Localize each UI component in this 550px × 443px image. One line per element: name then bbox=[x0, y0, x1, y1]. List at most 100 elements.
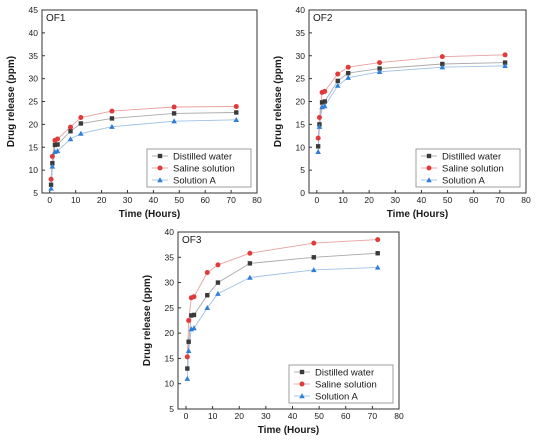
y-tick-label: 40 bbox=[296, 5, 306, 15]
data-point-0-2 bbox=[319, 100, 325, 105]
y-tick-label: 40 bbox=[29, 28, 39, 38]
data-point-0-2 bbox=[189, 313, 194, 318]
y-tick-label: 20 bbox=[165, 328, 175, 338]
y-tick-label: 30 bbox=[29, 74, 39, 84]
x-axis-title: Time (Hours) bbox=[258, 425, 320, 436]
legend-marker-circle bbox=[157, 165, 163, 171]
x-axis-title: Time (Hours) bbox=[119, 209, 181, 220]
y-axis-title: Drug release (ppm) bbox=[142, 275, 153, 366]
panel-of1: 0 10 20 30 40 50 60 70 80 5 10 15 20 25 30 35 40 45 Time (… bbox=[6, 5, 262, 220]
x-tick-label: 20 bbox=[97, 195, 107, 205]
data-point-1-3 bbox=[55, 136, 61, 142]
x-tick-label: 70 bbox=[226, 195, 236, 205]
data-point-2-1 bbox=[185, 348, 192, 354]
legend-entry: Distilled water bbox=[173, 151, 232, 162]
data-point-2-6 bbox=[376, 68, 383, 74]
data-point-2-3 bbox=[321, 103, 328, 109]
y-tick-label: 15 bbox=[296, 119, 306, 129]
data-point-2-0 bbox=[315, 149, 321, 155]
legend-marker-square bbox=[157, 153, 163, 159]
x-tick-label: 70 bbox=[495, 195, 505, 205]
legend-entry: Distilled water bbox=[442, 151, 501, 162]
data-point-0-8 bbox=[375, 251, 380, 256]
data-point-0-7 bbox=[171, 111, 177, 116]
x-tick-label: 80 bbox=[252, 195, 262, 205]
x-tick-label: 80 bbox=[521, 195, 531, 205]
data-point-0-6 bbox=[247, 261, 253, 266]
y-tick-label: 5 bbox=[33, 188, 38, 198]
data-point-1-0 bbox=[315, 135, 321, 141]
data-point-0-1 bbox=[50, 161, 55, 166]
panel-label: OF1 bbox=[46, 13, 66, 24]
x-tick-label: 50 bbox=[443, 195, 453, 205]
x-tick-label: 60 bbox=[341, 411, 351, 421]
data-point-2-3 bbox=[54, 148, 61, 154]
data-point-1-4 bbox=[67, 124, 73, 130]
x-tick-label: 50 bbox=[175, 195, 185, 205]
y-tick-label: 20 bbox=[29, 119, 39, 129]
data-point-2-1 bbox=[49, 163, 56, 169]
x-tick-label: 80 bbox=[394, 411, 404, 421]
x-tick-label: 0 bbox=[314, 195, 319, 205]
x-tick-label: 50 bbox=[314, 411, 324, 421]
legend-marker-circle bbox=[426, 165, 432, 171]
data-point-0-4 bbox=[68, 129, 73, 134]
legend-marker-square bbox=[426, 153, 432, 159]
data-point-2-4 bbox=[204, 305, 211, 311]
legend-entry: Saline solution bbox=[315, 379, 377, 390]
data-point-0-0 bbox=[315, 144, 321, 149]
data-point-0-1 bbox=[186, 339, 191, 344]
y-tick-label: 10 bbox=[296, 142, 306, 152]
data-point-0-2 bbox=[52, 142, 58, 148]
x-tick-label: 70 bbox=[368, 411, 378, 421]
data-point-1-3 bbox=[191, 294, 197, 300]
x-tick-label: 20 bbox=[235, 411, 245, 421]
data-point-0-3 bbox=[55, 142, 60, 147]
x-tick-label: 10 bbox=[208, 411, 218, 421]
panel-label: OF2 bbox=[313, 13, 333, 24]
y-tick-label: 40 bbox=[165, 227, 175, 237]
panel-of2: 0 10 20 30 40 50 60 70 80 0 5 10 15 20 25 30 35 40 Time (H… bbox=[273, 5, 531, 220]
x-tick-label: 40 bbox=[149, 195, 159, 205]
data-point-2-0 bbox=[184, 375, 191, 381]
x-tick-label: 20 bbox=[364, 195, 374, 205]
data-point-1-7 bbox=[311, 240, 317, 246]
data-point-2-0 bbox=[48, 185, 54, 191]
plot-frame bbox=[177, 231, 400, 410]
y-tick-label: 25 bbox=[165, 303, 175, 313]
data-point-2-8 bbox=[374, 264, 381, 270]
data-point-1-7 bbox=[171, 104, 177, 110]
data-point-0-7 bbox=[440, 61, 445, 67]
data-point-1-8 bbox=[502, 52, 508, 58]
legend-marker-triangle bbox=[299, 393, 305, 399]
data-point-2-3 bbox=[191, 325, 197, 331]
data-point-0-5 bbox=[215, 280, 221, 285]
y-tick-label: 0 bbox=[300, 188, 305, 198]
panel-label: OF3 bbox=[182, 235, 202, 246]
data-point-0-6 bbox=[377, 66, 382, 71]
data-point-1-5 bbox=[215, 262, 221, 268]
legend-entry: Solution A bbox=[315, 391, 358, 402]
data-point-0-8 bbox=[234, 110, 239, 115]
data-point-2-6 bbox=[109, 123, 115, 129]
x-tick-label: 30 bbox=[123, 195, 133, 205]
legend-entry: Saline solution bbox=[442, 163, 504, 174]
data-point-0-4 bbox=[335, 78, 340, 84]
y-tick-label: 20 bbox=[296, 97, 306, 107]
data-point-1-6 bbox=[109, 108, 115, 114]
data-point-2-5 bbox=[345, 74, 352, 80]
y-tick-label: 35 bbox=[29, 51, 39, 61]
data-point-2-8 bbox=[233, 117, 240, 122]
data-point-1-6 bbox=[247, 250, 253, 256]
y-tick-label: 15 bbox=[29, 142, 39, 152]
data-point-2-5 bbox=[78, 130, 84, 136]
data-point-0-7 bbox=[311, 255, 316, 260]
data-point-0-0 bbox=[48, 182, 54, 187]
data-point-1-5 bbox=[345, 64, 351, 70]
x-tick-label: 30 bbox=[261, 411, 271, 421]
data-point-1-8 bbox=[233, 104, 239, 110]
x-tick-label: 0 bbox=[184, 411, 189, 421]
data-point-1-1 bbox=[186, 318, 192, 323]
x-tick-label: 40 bbox=[417, 195, 427, 205]
